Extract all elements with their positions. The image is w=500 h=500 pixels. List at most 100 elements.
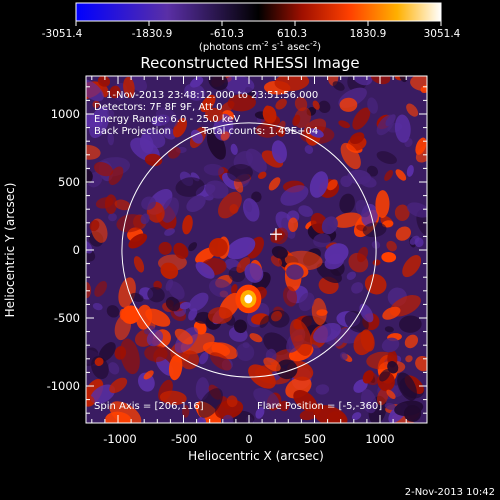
footer-timestamp: 2-Nov-2013 10:42 xyxy=(405,487,495,498)
heatmap-cell xyxy=(333,212,362,228)
heatmap-cell xyxy=(229,203,239,214)
x-axis-label: Heliocentric X (arcsec) xyxy=(188,449,324,463)
heatmap-cell xyxy=(315,384,330,395)
heatmap-cell xyxy=(362,370,374,384)
heatmap-cell xyxy=(129,292,144,302)
heatmap-cell xyxy=(86,144,101,160)
heatmap-cell xyxy=(387,361,399,374)
heatmap-cell xyxy=(309,128,324,138)
heatmap-cell xyxy=(263,357,281,372)
heatmap-cell xyxy=(375,190,390,219)
heatmap-cell xyxy=(107,132,115,146)
heatmap-cell xyxy=(186,195,206,213)
heatmap-cell xyxy=(273,227,288,245)
heatmap-cell xyxy=(86,169,93,184)
heatmap-cell xyxy=(289,319,313,356)
heatmap-cell xyxy=(147,286,165,303)
heatmap-cell xyxy=(108,213,117,222)
heatmap-cell xyxy=(415,143,427,163)
heatmap-cell xyxy=(381,252,397,263)
solar-limb-circle xyxy=(121,122,377,378)
heatmap-cell xyxy=(372,259,381,266)
heatmap-cell xyxy=(367,165,379,177)
heatmap-cell xyxy=(286,264,304,280)
heatmap-cell xyxy=(120,338,140,375)
heatmap-cell xyxy=(382,306,401,320)
heatmap-cell xyxy=(107,109,115,118)
colorbar-tick-label: 610.3 xyxy=(277,28,307,40)
heatmap-cell xyxy=(276,359,298,380)
heatmap-cell xyxy=(195,261,215,279)
heatmap-cell xyxy=(399,76,407,83)
plot-title: Reconstructed RHESSI Image xyxy=(140,54,359,72)
heatmap-cell xyxy=(209,352,232,371)
heatmap-cell xyxy=(386,240,397,252)
x-tick-label: -1000 xyxy=(103,432,136,446)
heatmap-cell xyxy=(351,282,364,294)
heatmap-cell xyxy=(359,175,377,188)
heatmap-cell xyxy=(188,292,209,312)
heatmap-cell xyxy=(384,169,394,181)
heatmap-cell xyxy=(275,98,287,110)
heatmap-cell xyxy=(144,153,163,167)
heatmap-cell xyxy=(384,326,394,333)
heatmap-cell xyxy=(98,342,116,362)
heatmap-cell xyxy=(118,277,136,308)
heatmap-cell xyxy=(104,194,117,215)
heatmap-cell xyxy=(233,178,244,193)
colorbar-tick-label: -3051.4 xyxy=(42,28,83,40)
heatmap-cell xyxy=(385,114,396,127)
heatmap-cell xyxy=(298,205,313,217)
colorbar-units-label: (photons cm-2 s-1 asec-2) xyxy=(199,40,321,53)
heatmap-cell xyxy=(339,352,348,361)
colorbar: -3051.4 -1830.9 -610.3 610.3 1830.9 3051… xyxy=(42,2,461,53)
heatmap-cell xyxy=(253,387,280,409)
heatmap-cell xyxy=(224,76,255,95)
heatmap-cell xyxy=(397,372,417,401)
heatmap-cell xyxy=(298,292,315,312)
heatmap-cell xyxy=(173,242,189,259)
heatmap-cell xyxy=(94,357,104,366)
heatmap-cell xyxy=(376,388,389,406)
y-tick-label: 1000 xyxy=(51,107,80,121)
heatmap-cell xyxy=(283,286,298,307)
heatmap-cell xyxy=(162,127,177,140)
heatmap-cell xyxy=(293,390,318,412)
heatmap-cell xyxy=(404,334,419,349)
detectors-annotation: Detectors: 7F 8F 9F, Att 0 xyxy=(94,102,222,113)
heatmap-cell xyxy=(230,143,238,155)
heatmap-cell xyxy=(251,191,262,203)
heatmap-cell xyxy=(340,175,353,188)
heatmap-cell xyxy=(160,262,179,279)
heatmap-cell xyxy=(271,140,287,164)
heatmap-cell xyxy=(309,171,329,198)
heatmap-cell xyxy=(208,238,228,257)
heatmap-cell xyxy=(402,255,422,278)
heatmap-cell xyxy=(86,282,92,299)
heatmap-cell xyxy=(351,412,362,421)
heatmap-cell xyxy=(200,94,216,113)
heatmap-cell xyxy=(409,235,420,245)
heatmap-cell xyxy=(133,256,145,273)
heatmap-cell xyxy=(312,100,320,110)
heatmap-cell xyxy=(338,120,351,129)
heatmap-cell xyxy=(155,107,179,129)
y-tick-label: -500 xyxy=(54,311,80,325)
heatmap-cell xyxy=(227,164,253,182)
heatmap-cell xyxy=(227,94,256,112)
time-range-annotation: 1-Nov-2013 23:48:12.000 to 23:51:56.000 xyxy=(106,90,318,101)
heatmap-cell xyxy=(205,107,224,122)
spin-axis-annotation: Spin Axis = [206,116] xyxy=(94,401,204,412)
heatmap-cell xyxy=(361,389,377,414)
y-tick-label: -1000 xyxy=(47,379,80,393)
heatmap-cell xyxy=(188,242,198,252)
heatmap-cell xyxy=(143,370,154,380)
heatmap-cell xyxy=(249,333,263,343)
heatmap-cell xyxy=(381,337,400,353)
heatmap-cell xyxy=(394,114,411,143)
energy-range-annotation: Energy Range: 6.0 - 25.0 keV xyxy=(94,114,240,125)
heatmap-cell xyxy=(304,145,314,154)
heatmap-cell xyxy=(259,315,270,328)
heatmap-cell xyxy=(353,379,368,393)
method-annotation: Back Projection xyxy=(94,126,171,137)
